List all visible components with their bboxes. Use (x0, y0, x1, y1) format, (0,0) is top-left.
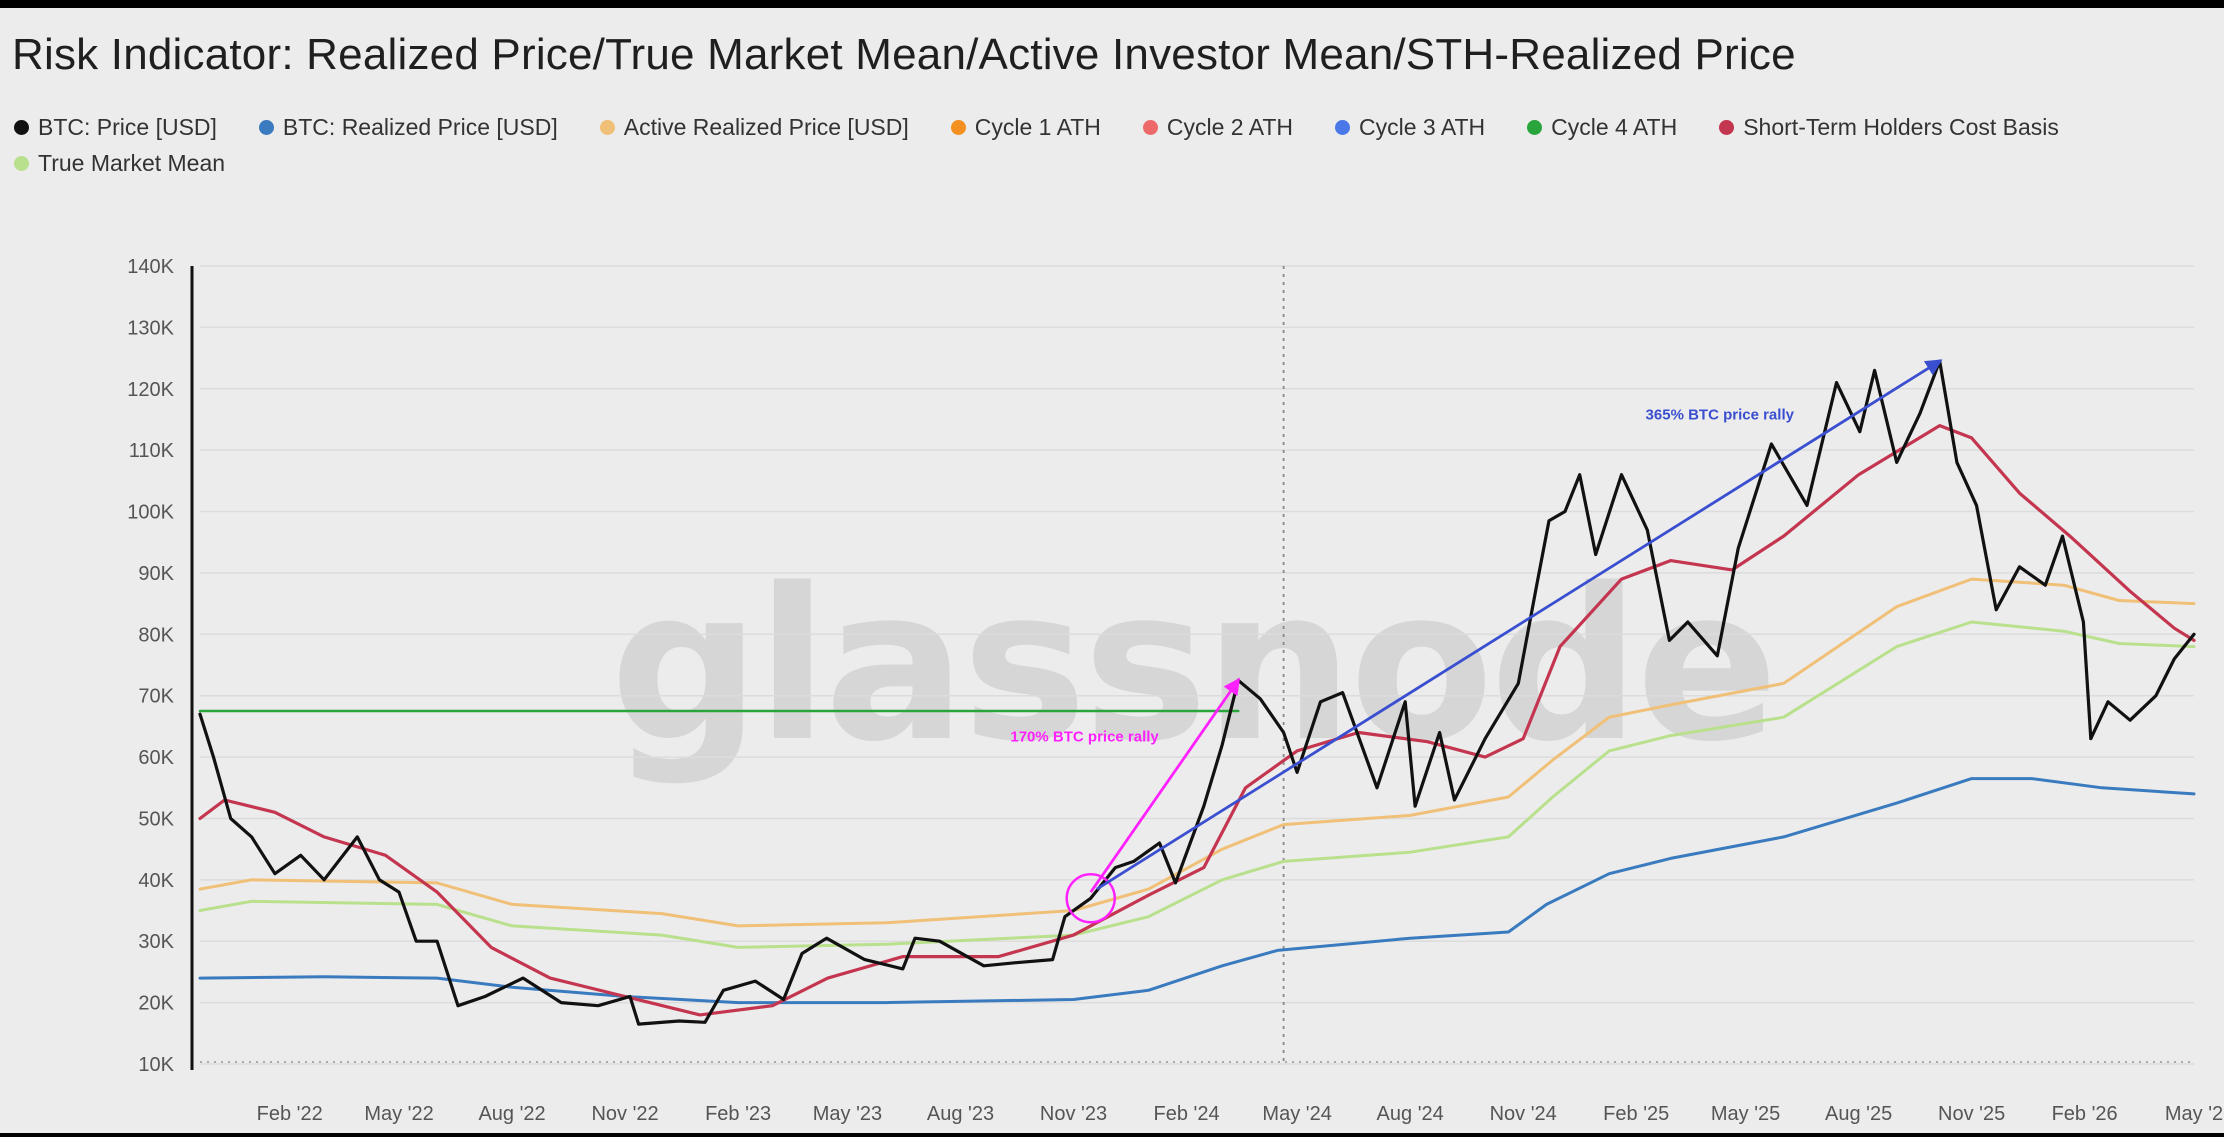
chart-title: Risk Indicator: Realized Price/True Mark… (12, 30, 1796, 79)
legend-label: Cycle 3 ATH (1359, 113, 1486, 140)
y-tick-label: 110K (129, 440, 175, 462)
x-tick-label: Feb '22 (257, 1103, 323, 1125)
x-tick-label: Feb '23 (705, 1103, 771, 1125)
series-line-short-term-holders-cost-basis (198, 424, 2196, 1017)
y-tick-label: 20K (138, 993, 174, 1015)
y-axis-ticks: 140K 130K 120K 110K 100K 90K 80K 70K 60K 50K 40K 30… (127, 256, 174, 1076)
legend: BTC: Price [USD] BTC: Realized Price [USD… (14, 112, 2164, 178)
y-tick-label: 120K (127, 379, 174, 401)
y-tick-label: 70K (138, 686, 174, 708)
annotation-label-365-btc-price-rally: 365% BTC price rally (1646, 406, 1795, 423)
y-tick-label: 30K (138, 931, 174, 953)
series-line-active-realized-price-usd (198, 577, 2196, 928)
legend-dot-icon (1335, 119, 1350, 135)
y-tick-label: 90K (138, 563, 174, 585)
grid (200, 265, 2194, 1065)
legend-label: Cycle 2 ATH (1166, 113, 1293, 140)
legend-dot-icon (1719, 119, 1735, 135)
chart-svg: glassnode 140K 130K 120K 110K 100K 90K 80K 70K 6… (127, 256, 2224, 1125)
annotation-arrow-365-btc-price-rally (1096, 359, 1943, 891)
legend-dot-icon (14, 155, 29, 171)
annotation-label-170-btc-price-rally: 170% BTC price rally (1010, 729, 1159, 746)
series-line-btc-realized-price-usd (198, 777, 2196, 1005)
legend-dot-icon (1527, 119, 1543, 135)
x-tick-label: Feb '26 (2052, 1103, 2118, 1125)
legend-item-cycle-1-ath[interactable]: Cycle 1 ATH (950, 112, 1101, 142)
legend-item-cycle-3-ath[interactable]: Cycle 3 ATH (1335, 112, 1485, 142)
legend-item-true-market-mean[interactable]: True Market Mean (14, 148, 225, 178)
x-tick-label: Nov '22 (591, 1103, 658, 1125)
x-tick-label: May '22 (364, 1103, 433, 1125)
legend-label: Cycle 4 ATH (1551, 113, 1678, 140)
y-tick-label: 100K (127, 502, 174, 524)
legend-item-cycle-2-ath[interactable]: Cycle 2 ATH (1142, 112, 1293, 142)
x-tick-label: Feb '24 (1154, 1103, 1220, 1125)
x-tick-label: Aug '22 (478, 1103, 545, 1125)
y-tick-label: 60K (138, 747, 174, 769)
legend-dot-icon (1142, 119, 1158, 135)
annotation-circle (1065, 873, 1116, 924)
watermark: glassnode (610, 543, 1775, 788)
y-tick-label: 140K (127, 256, 174, 278)
legend-label: BTC: Price [USD] (38, 113, 217, 140)
legend-item-active-realized-price-usd[interactable]: Active Realized Price [USD] (599, 112, 909, 142)
x-axis-ticks: Feb '22 May '22 Aug '22 Nov '22 Feb '23 May '… (257, 1103, 2224, 1125)
legend-item-cycle-4-ath[interactable]: Cycle 4 ATH (1527, 112, 1677, 142)
legend-label: Active Realized Price [USD] (623, 113, 909, 140)
legend-dot-icon (258, 119, 274, 135)
x-tick-label: Aug '24 (1377, 1103, 1444, 1125)
y-tick-label: 40K (138, 870, 174, 892)
legend-dot-icon (950, 119, 966, 135)
legend-item-btc-price-usd[interactable]: BTC: Price [USD] (14, 112, 217, 142)
legend-dot-icon (599, 119, 615, 135)
x-tick-label: Nov '24 (1490, 1103, 1557, 1125)
series-line-btc-price-usd (198, 359, 2196, 1026)
y-tick-label: 80K (138, 624, 174, 646)
x-tick-label: Nov '25 (1938, 1103, 2005, 1125)
x-tick-label: Nov '23 (1040, 1103, 1107, 1125)
series-group (198, 359, 2196, 1026)
annotations: 170% BTC price rally 365% BTC price rally (1010, 359, 1943, 924)
y-tick-label: 130K (127, 317, 174, 339)
x-tick-label: Aug '23 (927, 1103, 994, 1125)
legend-label: True Market Mean (38, 149, 226, 176)
x-tick-label: Feb '25 (1603, 1103, 1669, 1125)
x-tick-label: May '23 (813, 1103, 882, 1125)
y-tick-label: 10K (138, 1054, 174, 1076)
x-tick-label: Aug '25 (1825, 1103, 1892, 1125)
x-tick-label: May '24 (1262, 1103, 1331, 1125)
annotation-arrow-170-btc-price-rally (1089, 677, 1241, 893)
legend-dot-icon (14, 119, 29, 135)
legend-item-short-term-holders-cost-basis[interactable]: Short-Term Holders Cost Basis (1719, 112, 2059, 142)
chart-frame: Risk Indicator: Realized Price/True Mark… (0, 8, 2224, 1133)
y-tick-label: 50K (138, 808, 174, 830)
legend-label: BTC: Realized Price [USD] (282, 113, 558, 140)
legend-label: Short-Term Holders Cost Basis (1743, 113, 2059, 140)
x-tick-label: May '2 (2165, 1103, 2223, 1125)
x-tick-label: May '25 (1711, 1103, 1780, 1125)
series-line-true-market-mean (198, 620, 2196, 949)
legend-item-btc-realized-price-usd[interactable]: BTC: Realized Price [USD] (258, 112, 558, 142)
legend-label: Cycle 1 ATH (974, 113, 1101, 140)
